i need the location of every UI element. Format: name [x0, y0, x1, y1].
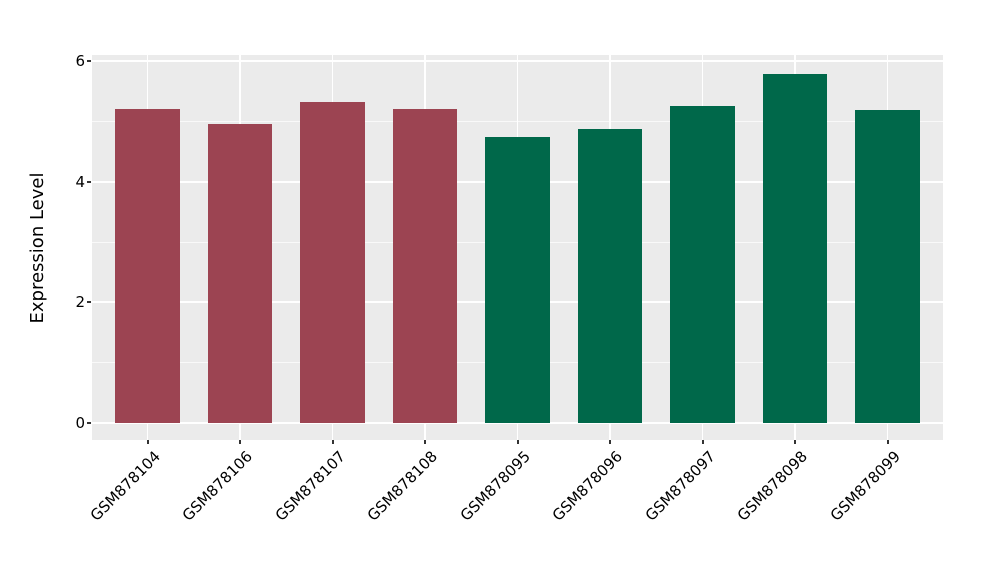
bar-GSM878097 [670, 105, 735, 424]
x-tick [331, 440, 334, 444]
bar-GSM878098 [762, 74, 828, 424]
bar-GSM878106 [207, 124, 273, 424]
bar-GSM878096 [577, 129, 643, 424]
y-tick [87, 60, 91, 63]
bar-GSM878104 [115, 109, 180, 424]
x-tick [146, 440, 149, 444]
y-tick [87, 422, 91, 425]
y-tick-label: 6 [75, 52, 85, 71]
x-tick [794, 440, 796, 444]
bar-GSM878107 [300, 102, 365, 424]
x-tick [424, 440, 426, 444]
y-tick [87, 180, 91, 183]
y-tick-label: 4 [75, 172, 85, 191]
x-tick [701, 440, 704, 444]
x-tick [609, 440, 611, 444]
y-tick-label: 0 [75, 414, 85, 433]
y-tick [87, 301, 91, 304]
x-tick [516, 440, 519, 444]
y-axis-title: Expression Level [27, 172, 48, 323]
y-tick-label: 2 [75, 293, 85, 312]
bar-GSM878095 [485, 137, 550, 424]
bar-GSM878108 [392, 108, 458, 424]
x-tick [239, 440, 241, 444]
x-tick [886, 440, 889, 444]
bar-GSM878099 [855, 109, 920, 424]
